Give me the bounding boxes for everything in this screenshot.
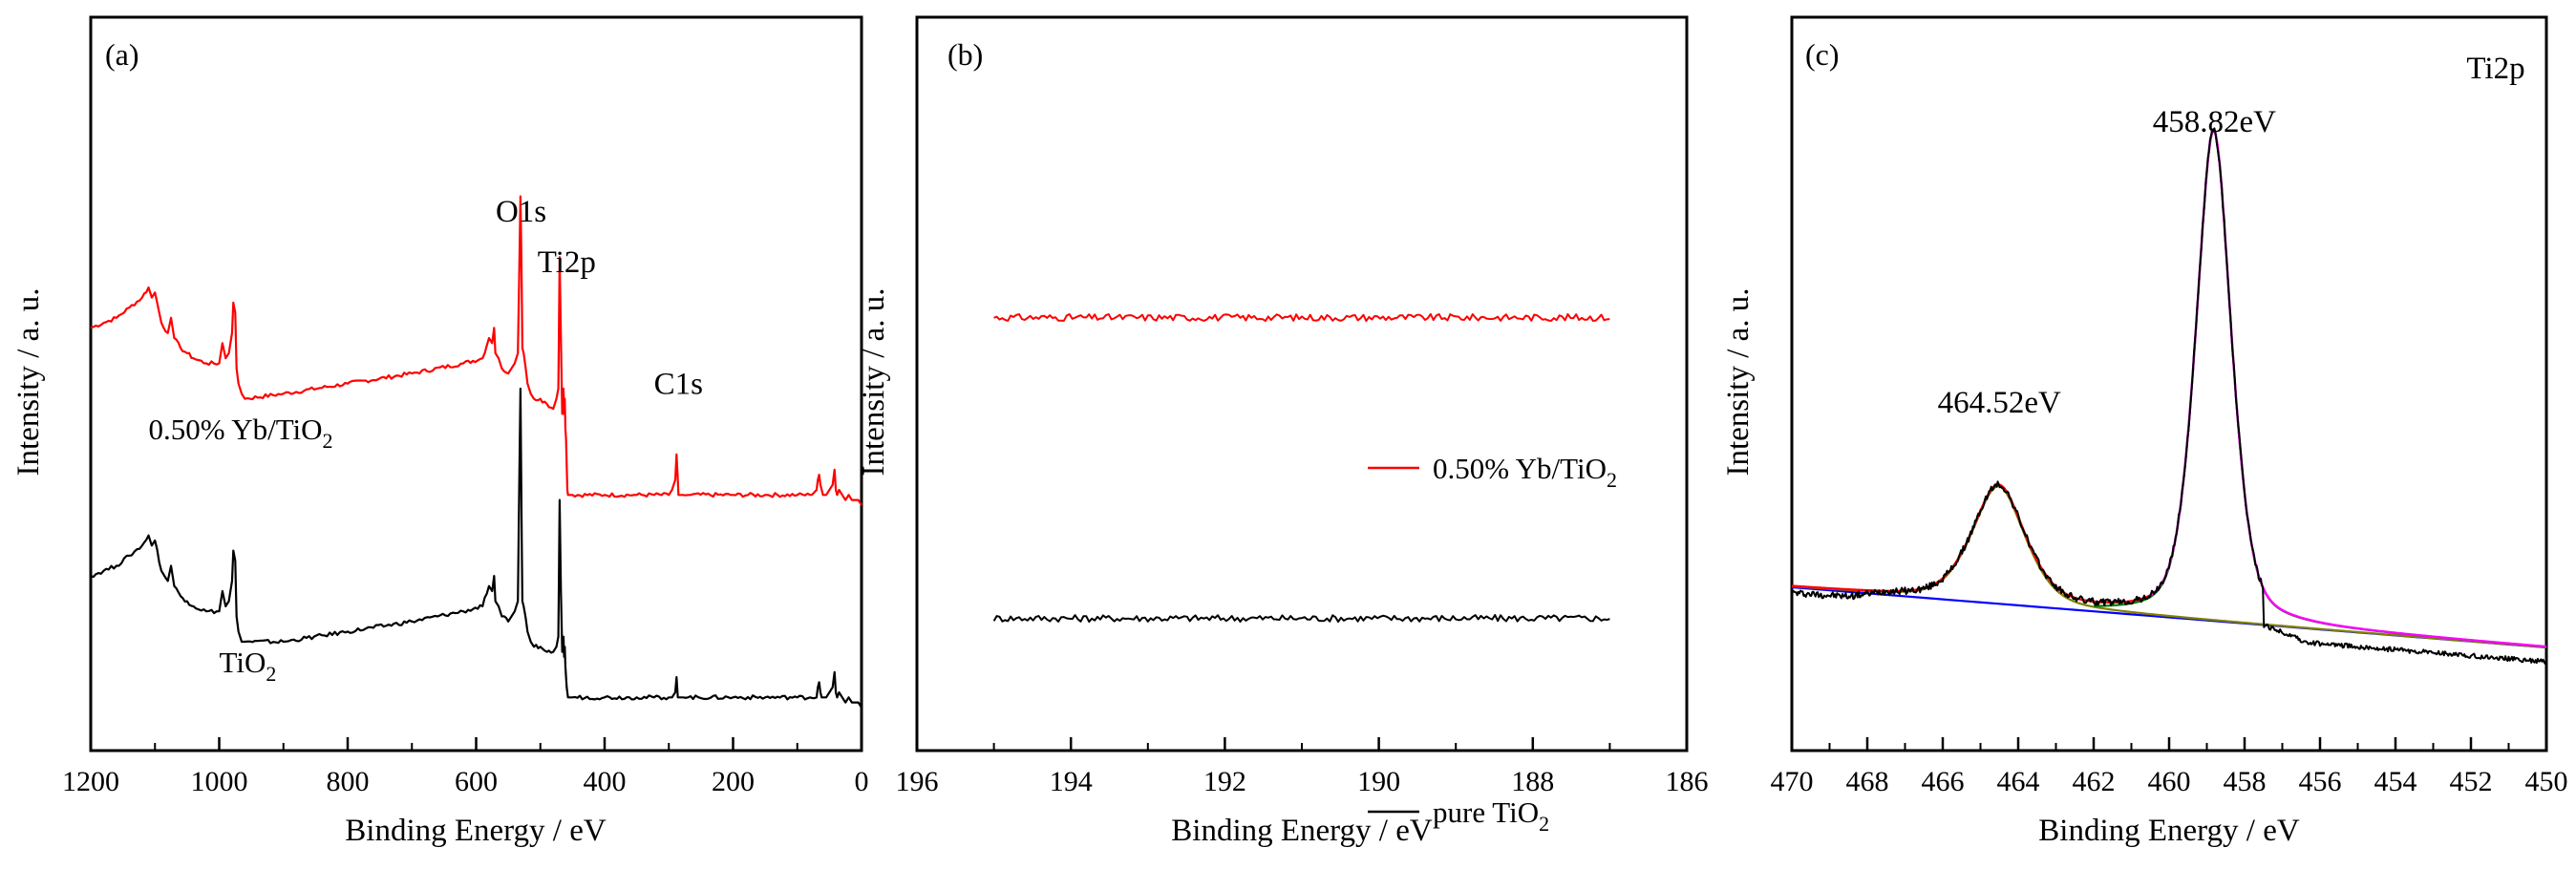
panel-c-label: (c): [1805, 37, 1840, 72]
panel-c-y-axis-title: Intensity / a. u.: [1721, 287, 1756, 476]
x-tick-label: 0: [855, 766, 869, 797]
x-tick-label: 470: [1771, 766, 1814, 797]
x-tick-label: 458: [2224, 766, 2267, 797]
series-line-yb-tio2: [90, 195, 862, 506]
panel-c-plot-area: [1791, 127, 2547, 666]
x-tick-label: 190: [1357, 766, 1400, 797]
x-tick-label: 200: [712, 766, 755, 797]
panel-c-x-ticks: 470 468 466 464 462 460 458 456 454 452 450: [1771, 737, 2568, 797]
panel-a-plot-area: [90, 195, 862, 709]
peak-label: 464.52eV: [1938, 386, 2061, 420]
series-label: TiO2: [220, 646, 277, 686]
panel-b-frame: [915, 15, 1689, 752]
x-tick-label: 400: [584, 766, 627, 797]
legend-item: pure TiO2: [1368, 795, 1549, 836]
panel-c-peak-labels: 458.82eV 464.52eV: [1938, 105, 2277, 420]
panel-c-ti2p-spectrum: 470 468 466 464 462 460 458 456 454 452 450 458.82…: [1721, 15, 2568, 848]
x-tick-label: 462: [2073, 766, 2116, 797]
x-tick-label: 460: [2148, 766, 2191, 797]
panel-a-x-axis-title: Binding Energy / eV: [345, 814, 607, 848]
panel-b-x-axis-title: Binding Energy / eV: [1171, 814, 1433, 848]
series-line-pure-tio2: [90, 387, 862, 709]
panel-c-x-axis-title: Binding Energy / eV: [2038, 814, 2300, 848]
panel-a-survey-spectrum: 1200 1000 800 600 400 200 0 O1s Ti2p C1s 0.50% Y…: [11, 15, 869, 848]
panel-a-peak-labels: O1s Ti2p C1s: [496, 195, 703, 401]
x-tick-label: 800: [327, 766, 370, 797]
series-label-subscript: 2: [323, 429, 333, 453]
series-label-subscript: 2: [266, 662, 276, 686]
legend-label-subscript: 2: [1539, 812, 1549, 836]
series-label-text: TiO: [220, 646, 266, 679]
measured-spectrum-line: [1791, 127, 2547, 666]
x-tick-label: 1000: [191, 766, 248, 797]
x-tick-label: 192: [1203, 766, 1246, 797]
series-label-text: 0.50% Yb/TiO: [149, 413, 323, 446]
x-tick-label: 456: [2299, 766, 2342, 797]
x-tick-label: 186: [1666, 766, 1709, 797]
panel-c-title: Ti2p: [2466, 52, 2524, 86]
x-tick-label: 450: [2525, 766, 2568, 797]
peak-label: C1s: [654, 367, 703, 401]
legend-item: 0.50% Yb/TiO2: [1368, 452, 1617, 492]
panel-b-y-axis-title: Intensity / a. u.: [857, 287, 891, 476]
panel-a-frame: [89, 15, 863, 752]
series-label: 0.50% Yb/TiO2: [149, 413, 333, 453]
x-tick-label: 468: [1846, 766, 1889, 797]
x-tick-label: 452: [2450, 766, 2493, 797]
panel-b-x-ticks: 196 194 192 190 188 186: [896, 737, 1709, 797]
panel-a-x-ticks: 1200 1000 800 600 400 200 0: [62, 737, 869, 797]
x-tick-label: 600: [455, 766, 498, 797]
peak-label: Ti2p: [538, 245, 596, 280]
legend-label-text: pure TiO: [1433, 795, 1539, 829]
legend-label-subscript: 2: [1607, 468, 1617, 492]
panel-b-plot-area: [992, 312, 1610, 624]
x-tick-label: 194: [1050, 766, 1093, 797]
x-tick-label: 466: [1922, 766, 1965, 797]
series-line-pure-tio2: [992, 613, 1610, 624]
x-tick-label: 1200: [62, 766, 119, 797]
component-458-line: [2093, 130, 2547, 648]
x-tick-label: 188: [1511, 766, 1554, 797]
envelope-458-line: [2149, 129, 2547, 648]
peak-label: 458.82eV: [2153, 105, 2276, 139]
panel-a-label: (a): [105, 37, 139, 72]
panel-b-label: (b): [947, 37, 983, 72]
x-tick-label: 196: [896, 766, 939, 797]
x-tick-label: 454: [2374, 766, 2417, 797]
x-tick-label: 464: [1997, 766, 2040, 797]
legend-label-text: 0.50% Yb/TiO: [1433, 452, 1607, 485]
peak-label: O1s: [496, 195, 546, 229]
legend-label: pure TiO2: [1433, 795, 1549, 836]
envelope-464-line: [1791, 483, 2151, 604]
panel-a-y-axis-title: Intensity / a. u.: [11, 287, 46, 476]
series-line-yb-tio2: [993, 312, 1610, 323]
legend-label: 0.50% Yb/TiO2: [1433, 452, 1617, 492]
